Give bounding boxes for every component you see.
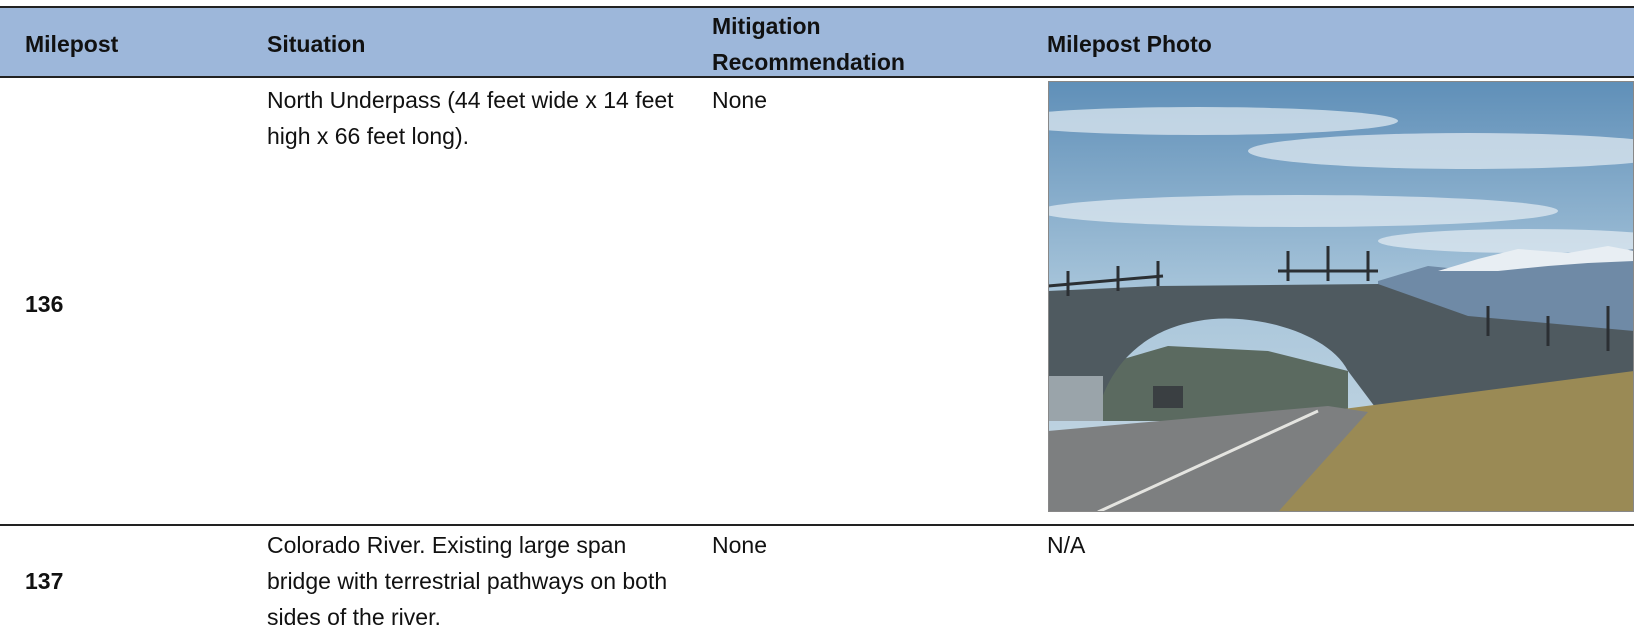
milepost: 136 — [25, 291, 64, 317]
mitigation: None — [712, 532, 767, 558]
milepost-photo: N/A — [1047, 532, 1086, 558]
mitigation: None — [712, 87, 767, 113]
row-separator — [0, 524, 1634, 526]
milepost: 137 — [25, 568, 64, 594]
header-cell: Situation — [267, 31, 366, 57]
header-cell: Mitigation Recommendation — [712, 13, 905, 75]
header-cell: Milepost — [25, 31, 119, 57]
milepost-photo — [1048, 81, 1634, 512]
header-row — [0, 6, 1634, 78]
header-cell: Milepost Photo — [1047, 31, 1212, 57]
situation: North Underpass (44 feet wide x 14 feet … — [267, 87, 674, 149]
situation: Colorado River. Existing large span brid… — [267, 532, 668, 630]
